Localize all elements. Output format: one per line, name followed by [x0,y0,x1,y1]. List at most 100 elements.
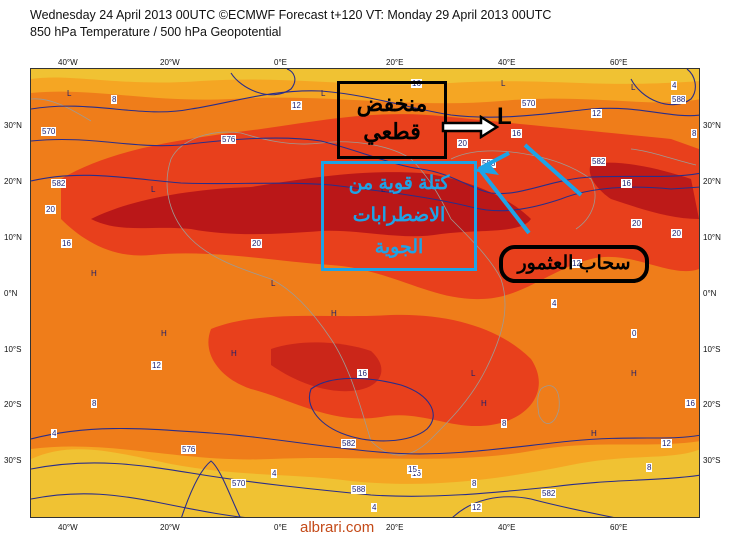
contour-value-label: 16 [621,179,632,188]
high-pressure-marker: H [481,399,487,408]
lon-tick-label: 0°E [274,523,287,532]
cutoff-low-annotation-text: منخفض قطعي [356,91,428,144]
geopotential-contours [31,69,699,517]
lon-tick-label: 40°E [498,523,516,532]
lon-tick-label: 20°W [160,58,180,67]
lat-tick-label-left: 20°N [4,177,22,186]
contour-value-label: 570 [41,127,57,136]
lat-tick-label-left: 10°N [4,233,22,242]
cumulonimbus-annotation-box: سحاب العثمور [499,245,649,283]
coastlines [31,98,697,456]
lat-tick-label-right: 30°S [703,456,721,465]
contour-value-label: 576 [221,135,237,144]
hot-region-southern-africa [271,342,382,392]
cutoff-low-annotation-box: منخفض قطعي [337,81,447,159]
contour-value-label: 8 [501,419,508,428]
low-pressure-marker: L [471,369,476,378]
contour-value-label: 16 [357,369,368,378]
forecast-title-line: Wednesday 24 April 2013 00UTC ©ECMWF For… [30,8,552,22]
low-pressure-marker: L [381,185,386,194]
contour-value-label: 4 [551,299,558,308]
lon-tick-label: 0°E [274,58,287,67]
high-pressure-marker: H [631,369,637,378]
lat-tick-label-right: 10°N [703,233,721,242]
contour-value-label: 582 [51,179,67,188]
contour-value-label: 570 [231,479,247,488]
arrow-to-low [441,115,500,139]
high-pressure-marker: H [591,429,597,438]
lon-tick-label: 60°E [610,523,628,532]
contour-value-label: 8 [691,129,698,138]
cold-band-north [31,69,699,85]
lon-tick-label: 20°E [386,58,404,67]
low-marker-annotated: L [497,103,512,130]
lon-tick-label: 20°W [160,523,180,532]
contour-value-label: 12 [151,361,162,370]
low-pressure-marker: L [271,279,276,288]
lat-tick-label-right: 20°S [703,400,721,409]
instability-annotation-text: كتلة قوية من الاضطرابات الجوية [348,173,450,258]
contour-value-label: 582 [541,489,557,498]
instability-arrows [473,143,583,235]
low-pressure-marker: L [321,89,326,98]
contour-value-label: 4 [271,469,278,478]
cold-band-south [31,449,699,517]
contour-value-label: 12 [571,259,582,268]
contour-value-label: 576 [181,445,197,454]
lat-tick-label-left: 0°N [4,289,18,298]
lat-tick-label-left: 30°S [4,456,22,465]
lat-tick-label-left: 20°S [4,400,22,409]
lat-tick-label-right: 30°N [703,121,721,130]
contour-value-label: 570 [521,99,537,108]
contour-value-label: 4 [671,81,678,90]
lat-tick-label-right: 10°S [703,345,721,354]
contour-value-label: 12 [291,101,302,110]
lat-tick-label-right: 20°N [703,177,721,186]
contour-value-label: 20 [457,139,468,148]
weather-map: 5705765825885705825885825885765705821620… [30,68,700,518]
contour-value-label: 582 [591,157,607,166]
lon-tick-label: 60°E [610,58,628,67]
high-pressure-marker: H [231,349,237,358]
high-pressure-marker: H [91,269,97,278]
low-pressure-marker: L [631,83,636,92]
lon-tick-label: 40°W [58,58,78,67]
lon-tick-label: 40°W [58,523,78,532]
contour-value-label: 20 [631,219,642,228]
contour-value-label: 20 [45,205,56,214]
low-pressure-marker: L [501,79,506,88]
high-pressure-marker: H [331,309,337,318]
contour-value-label: 8 [471,479,478,488]
cumulonimbus-annotation-text: سحاب العثمور [517,253,631,274]
forecast-subtitle-line: 850 hPa Temperature / 500 hPa Geopotenti… [30,25,282,39]
contour-value-label: 12 [661,439,672,448]
contour-value-label: 12 [591,109,602,118]
contour-value-label: 20 [671,229,682,238]
contour-value-label: 4 [371,503,378,512]
lat-tick-label-left: 30°N [4,121,22,130]
contour-value-label: 582 [341,439,357,448]
low-pressure-marker: L [67,89,72,98]
contour-value-label: 15 [407,465,418,474]
contour-value-label: 588 [351,485,367,494]
contour-value-label: 12 [471,503,482,512]
contour-value-label: 20 [251,239,262,248]
contour-value-label: 8 [646,463,653,472]
instability-annotation-box: كتلة قوية من الاضطرابات الجوية [321,161,477,271]
lat-tick-label-left: 10°S [4,345,22,354]
watermark: albrari.com [300,519,375,536]
hot-region-sahara [91,172,531,237]
lat-tick-label-right: 0°N [703,289,717,298]
contour-value-label: 8 [111,95,118,104]
contour-value-label: 16 [685,399,696,408]
contour-value-label: 16 [511,129,522,138]
low-pressure-marker: L [151,185,156,194]
contour-value-label: 16 [61,239,72,248]
contour-value-label: 0 [631,329,638,338]
temperature-field [31,69,699,517]
high-pressure-marker: H [161,329,167,338]
lon-tick-label: 20°E [386,523,404,532]
contour-value-label: 4 [51,429,58,438]
contour-value-label: 8 [91,399,98,408]
contour-value-label: 588 [671,95,687,104]
